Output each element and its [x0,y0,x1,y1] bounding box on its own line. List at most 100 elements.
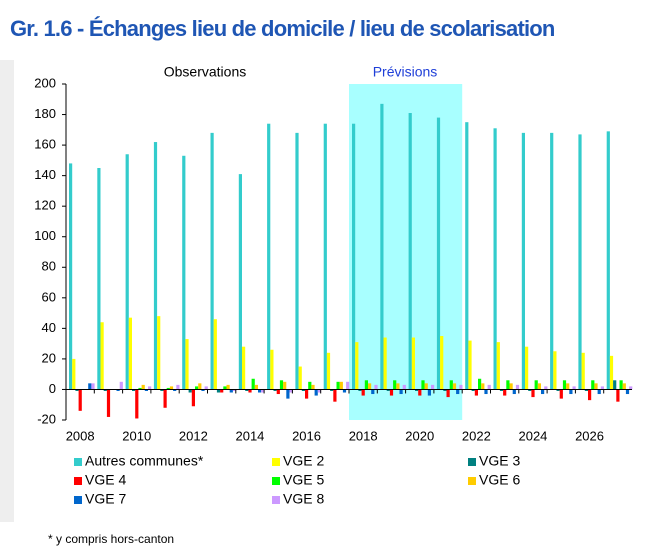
bar [484,389,488,395]
bar [509,383,513,390]
bar [135,389,139,419]
x-tick-label: 2018 [349,428,378,443]
bar [361,389,365,396]
bar [201,389,205,391]
bar [622,383,626,390]
bar [566,383,570,390]
y-tick-label: 100 [34,228,56,243]
bar [386,389,390,391]
bar [213,319,217,390]
bar [305,389,309,399]
annotation: Observations [164,64,246,80]
bar [311,384,315,390]
bar [534,380,538,390]
bar [333,389,337,402]
side-band [0,60,14,522]
bar [78,389,82,411]
bar [185,339,189,390]
bar [226,384,230,390]
legend-swatch [468,477,476,485]
bar [506,380,510,390]
bar [609,355,614,390]
bar [216,389,221,393]
bar [157,316,161,390]
bar [594,383,598,390]
bar [289,389,293,393]
bar [493,128,497,390]
bar [204,386,208,390]
bar [468,340,472,390]
bar [248,389,252,393]
bar [521,132,525,390]
legend-swatch [468,458,476,466]
bar [72,358,76,390]
bar [173,389,177,391]
bar [465,122,469,390]
bar [537,383,541,390]
legend-label: VGE 7 [85,491,126,507]
bar [191,389,195,407]
bar [166,387,170,390]
bar [371,389,375,395]
bar [411,337,415,390]
legend-label: VGE 2 [283,453,324,469]
bar [474,389,478,396]
bar [572,386,576,390]
y-tick-label: 160 [34,137,56,152]
bar [138,387,142,390]
y-tick-label: 20 [42,350,56,365]
bar [301,389,305,391]
bar [402,384,406,390]
bar [148,386,152,390]
bar [298,366,302,390]
bar [358,389,362,391]
bar [238,174,242,390]
bar [69,163,73,390]
bar [581,352,585,390]
bar [415,389,419,391]
bar [393,380,397,390]
bar [364,380,368,390]
bar [481,383,485,390]
x-tick-label: 2022 [462,428,491,443]
legend-label: VGE 6 [479,472,520,488]
bar [97,168,101,390]
bar [286,389,290,399]
bar [396,383,400,390]
legend-swatch [74,496,82,504]
bar [408,113,412,390]
bar [116,389,120,391]
bar [487,384,491,390]
x-tick-label: 2014 [235,428,264,443]
bar [342,389,347,393]
x-tick-label: 2008 [66,428,95,443]
bar [459,384,463,390]
bar [619,380,623,390]
bar [600,386,604,390]
bar [270,349,274,390]
bar [515,384,520,390]
bar [258,389,262,393]
bar [276,389,280,395]
legend-label: VGE 4 [85,472,126,488]
bar [91,383,95,390]
y-tick-label: 80 [42,259,56,274]
bar [100,322,104,390]
y-tick-label: 60 [42,289,56,304]
bar [336,381,340,390]
bar [314,389,318,396]
annotation: Prévisions [373,64,438,80]
bar [198,383,202,390]
y-tick-label: 140 [34,167,56,182]
bar [380,103,384,390]
bar [141,384,145,390]
x-tick-label: 2024 [518,428,547,443]
bar [267,123,271,390]
legend-swatch [272,477,280,485]
bar [273,389,277,391]
bar [188,389,192,393]
legend-swatch [272,458,280,466]
bar [446,389,450,398]
bar [544,386,548,390]
